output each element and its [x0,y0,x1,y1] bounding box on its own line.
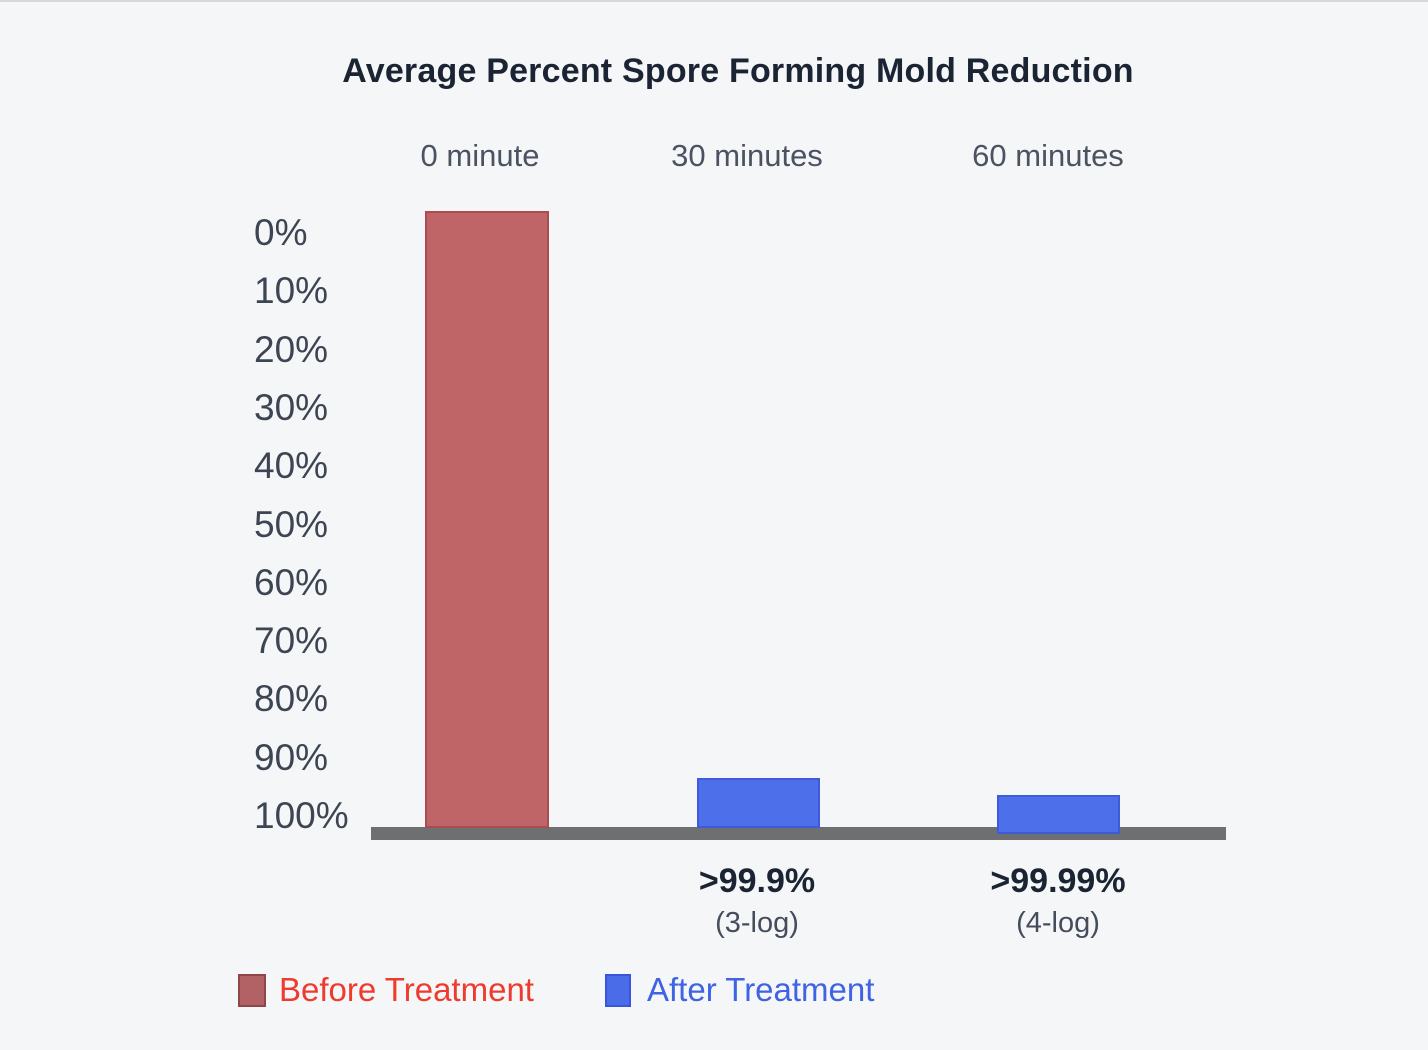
y-axis-tick: 70% [254,620,329,662]
y-axis-tick: 30% [254,386,329,428]
column-header-0-minute: 0 minute [420,138,540,173]
y-axis-tick: 90% [254,736,329,778]
y-axis-tick: 100% [254,795,349,836]
column-header-30-minutes: 30 minutes [671,138,823,173]
annotation-30min-log: (3-log) [715,907,799,939]
bar-after-treatment-30min [697,778,820,828]
legend-label-after-treatment: After Treatment [647,971,875,1008]
y-axis-tick: 10% [254,270,329,312]
legend-label-before-treatment: Before Treatment [279,971,534,1008]
annotation-60min-log: (4-log) [1016,907,1100,939]
y-axis-tick: 50% [254,503,329,545]
y-axis-tick: 60% [254,561,329,603]
bar-before-treatment-0min [425,211,549,828]
column-header-60-minutes: 60 minutes [972,138,1124,173]
annotation-60min-value: >99.99% [990,862,1126,900]
bar-after-treatment-60min [997,795,1120,834]
chart-title: Average Percent Spore Forming Mold Reduc… [342,52,1134,90]
legend-swatch-before-treatment [238,974,266,1007]
y-axis-tick: 80% [254,678,329,720]
legend-swatch-after-treatment [605,974,631,1007]
annotation-30min-value: >99.9% [698,862,816,900]
y-axis-tick: 20% [254,328,329,370]
annotation-60min: >99.99% (4-log) [948,862,1168,940]
y-axis-tick: 0% [254,212,308,253]
annotation-30min: >99.9% (3-log) [647,862,867,940]
y-axis-tick: 40% [254,445,329,487]
